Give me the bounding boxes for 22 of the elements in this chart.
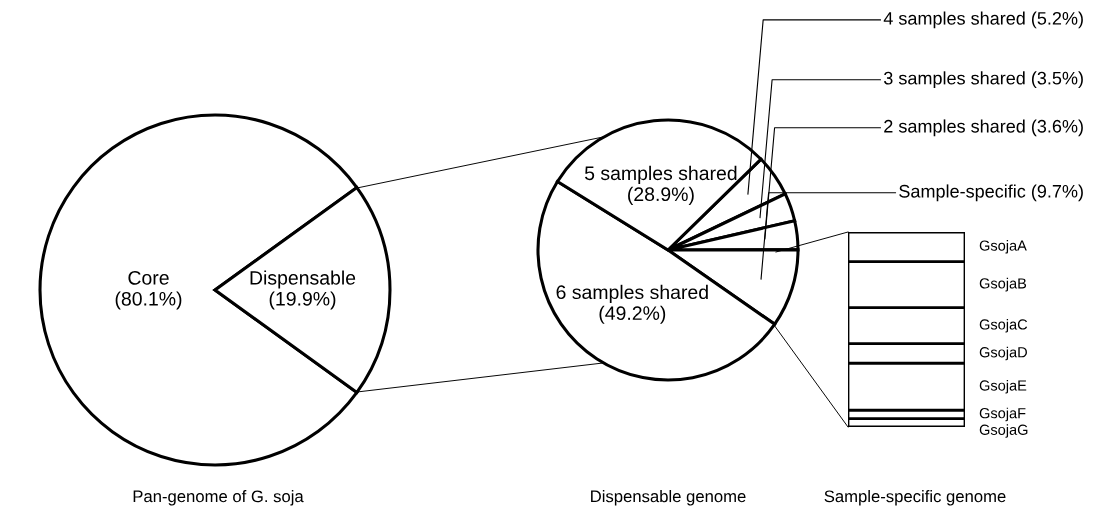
slice-label: Dispensable: [250, 270, 356, 289]
slice-label: 4 samples shared (5.2%): [883, 11, 1083, 29]
series-label: GsojaF: [979, 407, 1026, 422]
series-label: GsojaG: [979, 424, 1028, 438]
slice-label: 5 samples shared: [584, 165, 737, 184]
series-label: GsojaD: [979, 346, 1027, 361]
slice-label: Core: [128, 270, 169, 285]
series-label: GsojaA: [979, 240, 1027, 254]
data-label: (19.9%): [269, 291, 336, 310]
data-label: (28.9%): [628, 186, 694, 205]
slice-label: Sample-specific (9.7%): [899, 184, 1083, 202]
slice-label: 3 samples shared (3.5%): [883, 71, 1083, 89]
slice-label: 2 samples shared (3.6%): [884, 119, 1083, 137]
text: Pan-genome of G. soja: [133, 490, 304, 506]
slice-label: 6 samples shared: [556, 284, 708, 303]
text: Sample-specific genome: [824, 490, 1006, 506]
data-label: (49.2%): [599, 305, 666, 324]
text: Dispensable genome: [591, 490, 746, 506]
series-label: GsojaC: [979, 318, 1028, 333]
data-label: (80.1%): [115, 291, 182, 310]
series-label: GsojaE: [979, 379, 1027, 394]
series-label: GsojaB: [979, 277, 1027, 292]
